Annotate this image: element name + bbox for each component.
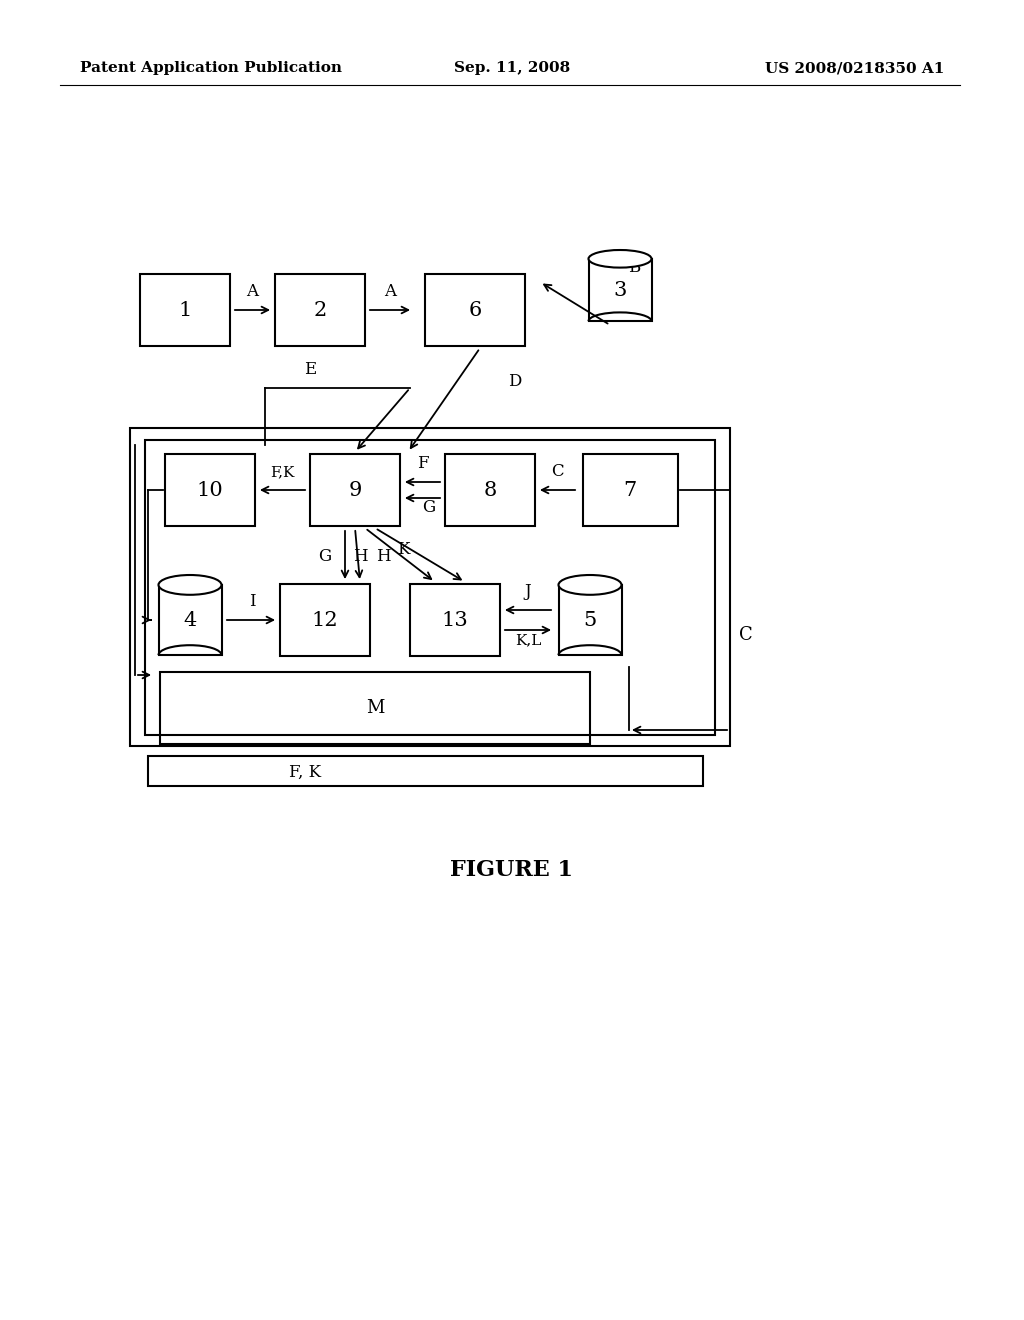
Text: D: D bbox=[508, 374, 521, 389]
Bar bbox=[148, 756, 703, 785]
Text: A: A bbox=[384, 282, 396, 300]
Text: F,K: F,K bbox=[270, 465, 295, 479]
Bar bbox=[159, 585, 221, 655]
Bar bbox=[589, 259, 651, 321]
Text: K: K bbox=[396, 541, 410, 558]
Bar bbox=[583, 454, 678, 525]
Bar bbox=[425, 275, 525, 346]
Text: 2: 2 bbox=[313, 301, 327, 319]
Bar bbox=[558, 585, 622, 655]
Bar bbox=[445, 454, 535, 525]
Bar bbox=[275, 275, 365, 346]
Bar bbox=[410, 583, 500, 656]
Text: 1: 1 bbox=[178, 301, 191, 319]
Bar bbox=[130, 428, 730, 746]
Text: C: C bbox=[739, 626, 753, 644]
Text: C: C bbox=[551, 463, 564, 480]
Bar bbox=[280, 583, 370, 656]
Text: K,L: K,L bbox=[515, 634, 542, 647]
Text: 9: 9 bbox=[348, 480, 361, 499]
Text: G: G bbox=[423, 499, 435, 516]
Text: FIGURE 1: FIGURE 1 bbox=[451, 859, 573, 880]
Text: F: F bbox=[417, 455, 428, 473]
Text: 5: 5 bbox=[584, 610, 597, 630]
Text: Sep. 11, 2008: Sep. 11, 2008 bbox=[454, 61, 570, 75]
Bar bbox=[165, 454, 255, 525]
Bar bbox=[140, 275, 230, 346]
Text: M: M bbox=[366, 700, 384, 717]
Bar bbox=[310, 454, 400, 525]
Text: F, K: F, K bbox=[289, 763, 322, 780]
Text: 10: 10 bbox=[197, 480, 223, 499]
Text: 8: 8 bbox=[483, 480, 497, 499]
Text: J: J bbox=[524, 583, 531, 601]
Text: G: G bbox=[318, 548, 332, 565]
Ellipse shape bbox=[589, 249, 651, 268]
Text: I: I bbox=[249, 593, 255, 610]
Text: Patent Application Publication: Patent Application Publication bbox=[80, 61, 342, 75]
Ellipse shape bbox=[159, 576, 221, 595]
Ellipse shape bbox=[558, 576, 622, 595]
Text: US 2008/0218350 A1: US 2008/0218350 A1 bbox=[765, 61, 944, 75]
Text: 13: 13 bbox=[441, 610, 468, 630]
Text: 4: 4 bbox=[183, 610, 197, 630]
Text: H: H bbox=[376, 548, 390, 565]
Text: 7: 7 bbox=[624, 480, 637, 499]
Text: A: A bbox=[247, 282, 258, 300]
Text: E: E bbox=[304, 360, 316, 378]
Bar bbox=[160, 672, 590, 744]
Text: H: H bbox=[352, 548, 368, 565]
Text: B: B bbox=[628, 259, 640, 276]
Text: 6: 6 bbox=[468, 301, 481, 319]
Text: 3: 3 bbox=[613, 281, 627, 300]
Text: 12: 12 bbox=[311, 610, 338, 630]
Bar bbox=[145, 440, 715, 735]
